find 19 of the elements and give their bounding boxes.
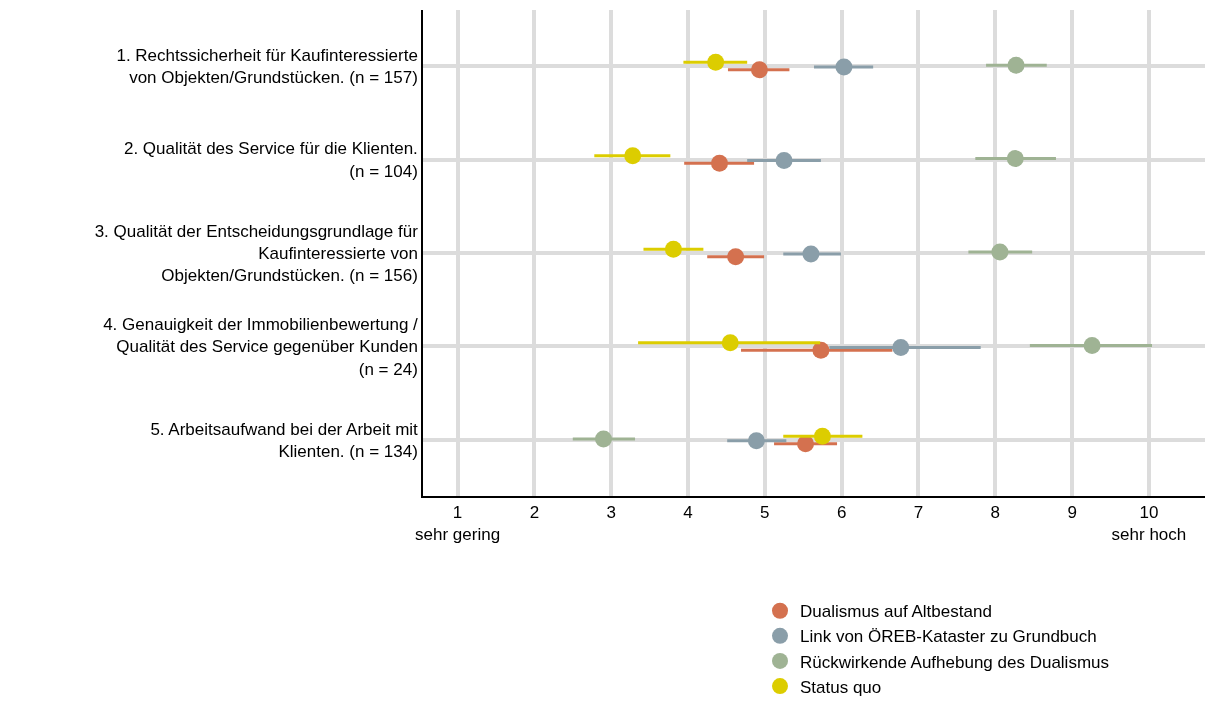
x-tick-label: 6 [836,503,847,523]
x-tick-label: 7 [913,503,924,523]
y-tick-label: 4. Genauigkeit der Immobilienbewertung / Qualität des Service gegenüber Kunden (n = 24) [103,315,419,379]
y-tick-label: 5. Arbeitsaufwand bei der Arbeit mit Klienten. (n = 134) [150,419,419,461]
y-tick-label: 3. Qualität der Entscheidungsgrundlage für Kaufinteressierte von Objekten/Grundstücken. (n = 156) [94,221,419,286]
x-tick-label: 10 sehr hoch [1111,503,1187,545]
legend-label: Dualismus auf Altbestand [800,602,992,622]
legend-label: Rückwirkende Aufhebung des Dualismus [800,652,1110,672]
x-tick-label: 5 [760,503,770,523]
x-tick-label: 8 [990,503,1001,523]
x-tick-label: 1 sehr gering [415,503,501,545]
y-tick-label: 1. Rechtssicherheit für Kaufinteressierte von Objekten/Grundstücken. (n = 157) [116,45,418,88]
x-tick-label: 3 [606,503,616,523]
y-tick-label: 2. Qualität des Service für die Klienten. (n = 104) [123,139,418,181]
x-tick-label: 2 [529,503,540,523]
x-tick-label: 4 [683,503,693,523]
legend-label: Status quo [800,677,882,697]
legend-label: Link von ÖREB-Kataster zu Grundbuch [800,627,1097,647]
x-tick-label: 9 [1067,503,1077,523]
